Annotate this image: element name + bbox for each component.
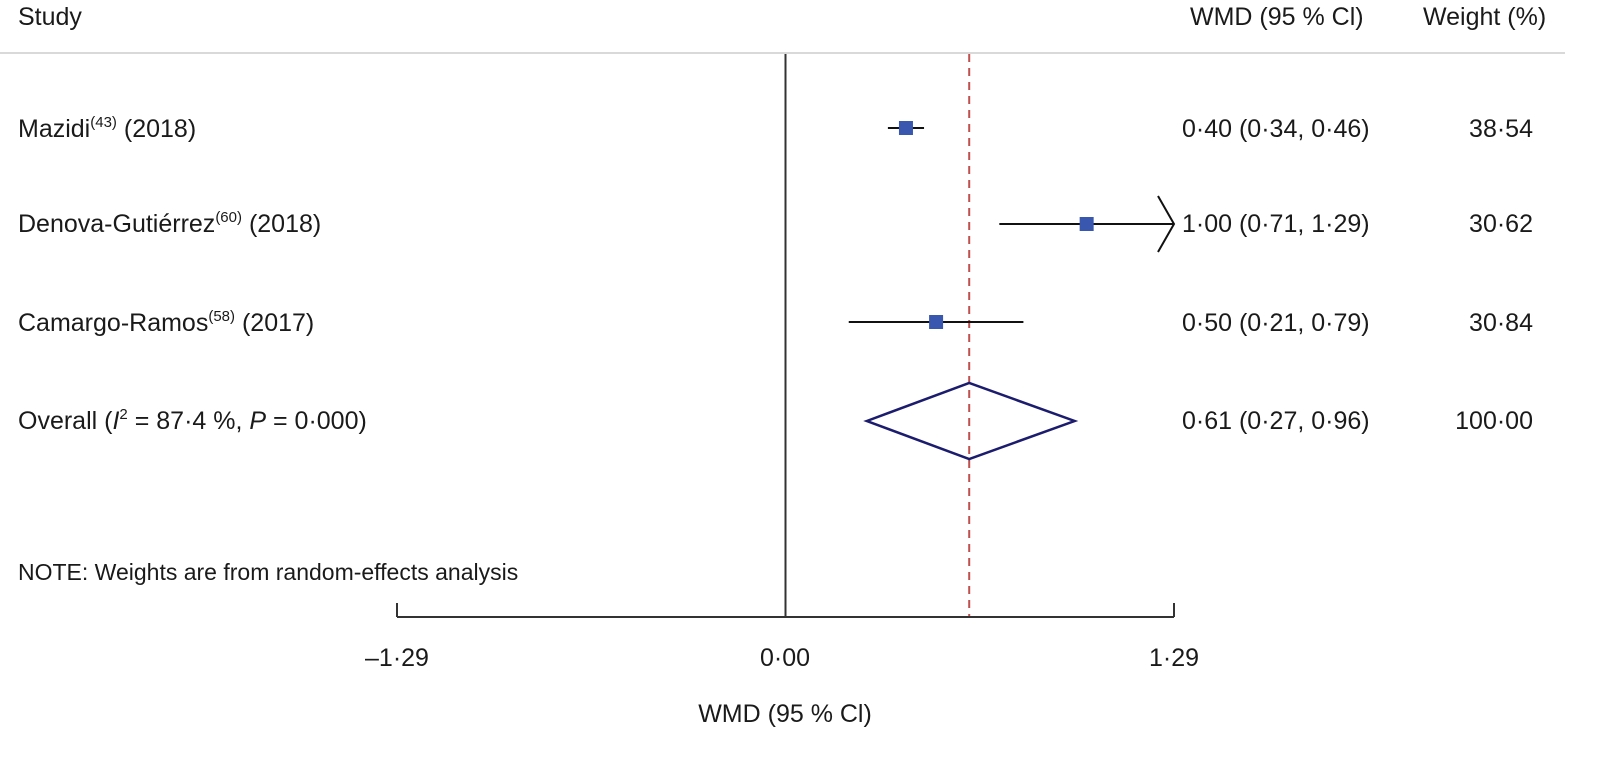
x-tick-label: –1·29 xyxy=(365,644,429,672)
study-ref: (60) xyxy=(215,209,242,226)
effect-marker xyxy=(1079,217,1094,231)
weights-note: NOTE: Weights are from random-effects an… xyxy=(18,559,519,585)
ci-truncation-arrow xyxy=(1157,195,1176,253)
i2-value: = 87·4 %, xyxy=(127,407,250,435)
overall-diamond xyxy=(863,381,1079,461)
study-name: Denova-Gutiérrez xyxy=(18,210,216,238)
study-label-row: Denova-Gutiérrez(60) (2018) xyxy=(18,209,321,243)
study-year: (2018) xyxy=(123,115,197,143)
x-tick-label: 1·29 xyxy=(1148,644,1200,672)
effect-marker xyxy=(898,121,913,135)
study-year: (2017) xyxy=(241,309,315,337)
effect-label: 0·40 (0·34, 0·46) xyxy=(1182,115,1370,143)
study-year: (2018) xyxy=(248,210,322,238)
p-symbol: P xyxy=(249,407,267,435)
effect-label: 1·00 (0·71, 1·29) xyxy=(1182,210,1370,238)
overall-label: Overall (I2 = 87·4 %, P = 0·000) xyxy=(18,406,367,440)
study-label-row: Mazidi(43) (2018) xyxy=(18,114,196,148)
study-ref: (43) xyxy=(90,114,117,131)
study-ref: (58) xyxy=(208,308,236,325)
weight-label: 38·54 xyxy=(1469,115,1533,143)
weight-column-header: Weight (%) xyxy=(1423,3,1547,31)
weight-label: 100·00 xyxy=(1455,407,1533,435)
x-axis-title: WMD (95 % Cl) xyxy=(698,700,872,728)
overall-prefix: Overall ( xyxy=(18,407,113,435)
header-divider xyxy=(0,52,1565,54)
i2-symbol: I xyxy=(112,407,120,435)
effect-label: 0·50 (0·21, 0·79) xyxy=(1182,309,1370,337)
effect-label: 0·61 (0·27, 0·96) xyxy=(1182,407,1370,435)
study-name: Camargo-Ramos xyxy=(18,309,209,337)
weight-label: 30·62 xyxy=(1469,210,1533,238)
study-label-row: Camargo-Ramos(58) (2017) xyxy=(18,308,314,342)
x-tick-label: 0·00 xyxy=(759,644,811,672)
study-column-header: Study xyxy=(18,3,82,31)
p-value: = 0·000) xyxy=(266,407,367,435)
i2-exponent: 2 xyxy=(119,406,128,423)
effect-column-header: WMD (95 % Cl) xyxy=(1190,3,1364,31)
study-name: Mazidi xyxy=(18,115,91,143)
weight-label: 30·84 xyxy=(1469,309,1533,337)
effect-marker xyxy=(929,315,944,329)
